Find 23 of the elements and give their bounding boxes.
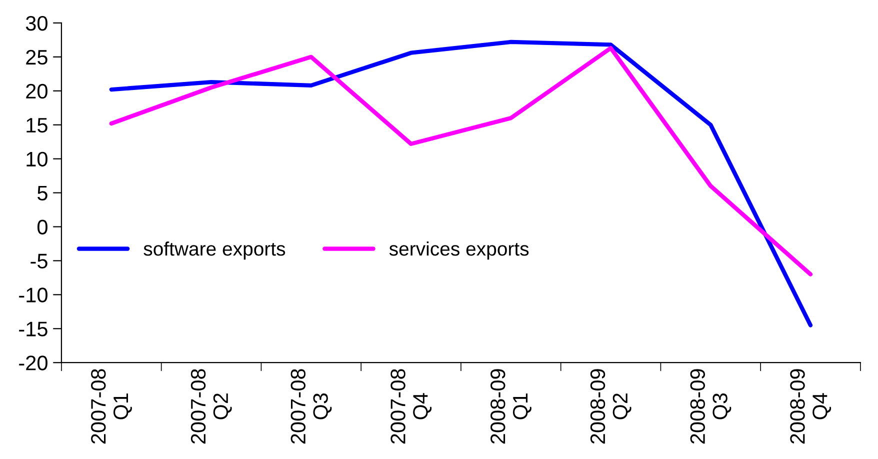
x-tick-label: 2008-09 Q1 [490,369,532,444]
x-tick-label: 2008-09 Q4 [790,369,832,444]
y-tick-label: 30 [26,16,48,31]
legend-label: services exports [389,241,529,260]
x-tick-label: 2007-08 Q1 [91,369,132,444]
x-tick-label: 2007-08 Q2 [190,369,232,444]
y-tick-label: 25 [26,50,48,65]
line-series [109,46,813,276]
x-tick-label: 2008-09 Q2 [590,369,632,444]
y-tick-label: 0 [37,220,48,234]
x-tick-label: 2007-08 Q4 [390,369,432,444]
y-tick-label: -5 [30,254,48,268]
y-tick-label: 15 [26,118,48,133]
y-tick-label: -10 [19,288,48,302]
y-tick-label: 5 [38,186,48,201]
y-tick-label: -20 [19,356,48,370]
y-tick-label: -15 [19,322,48,336]
legend-label: software exports [144,241,286,260]
x-tick-label: 2008-09 Q3 [690,369,732,444]
y-tick-label: 10 [26,152,48,167]
y-tick-label: 20 [26,84,48,99]
x-tick-label: 2007-08 Q3 [290,369,332,444]
line-series [109,40,813,328]
